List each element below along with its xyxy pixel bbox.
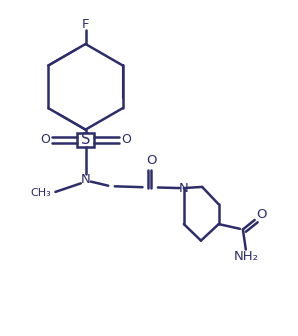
Text: N: N	[179, 181, 189, 195]
Text: NH₂: NH₂	[233, 250, 258, 263]
Text: N: N	[81, 173, 90, 186]
Text: O: O	[40, 133, 50, 146]
Text: S: S	[81, 132, 90, 148]
Text: F: F	[82, 18, 89, 31]
Text: O: O	[121, 133, 131, 146]
Text: O: O	[146, 154, 157, 167]
Text: O: O	[256, 208, 266, 220]
Text: CH₃: CH₃	[31, 188, 51, 198]
FancyBboxPatch shape	[77, 133, 94, 147]
